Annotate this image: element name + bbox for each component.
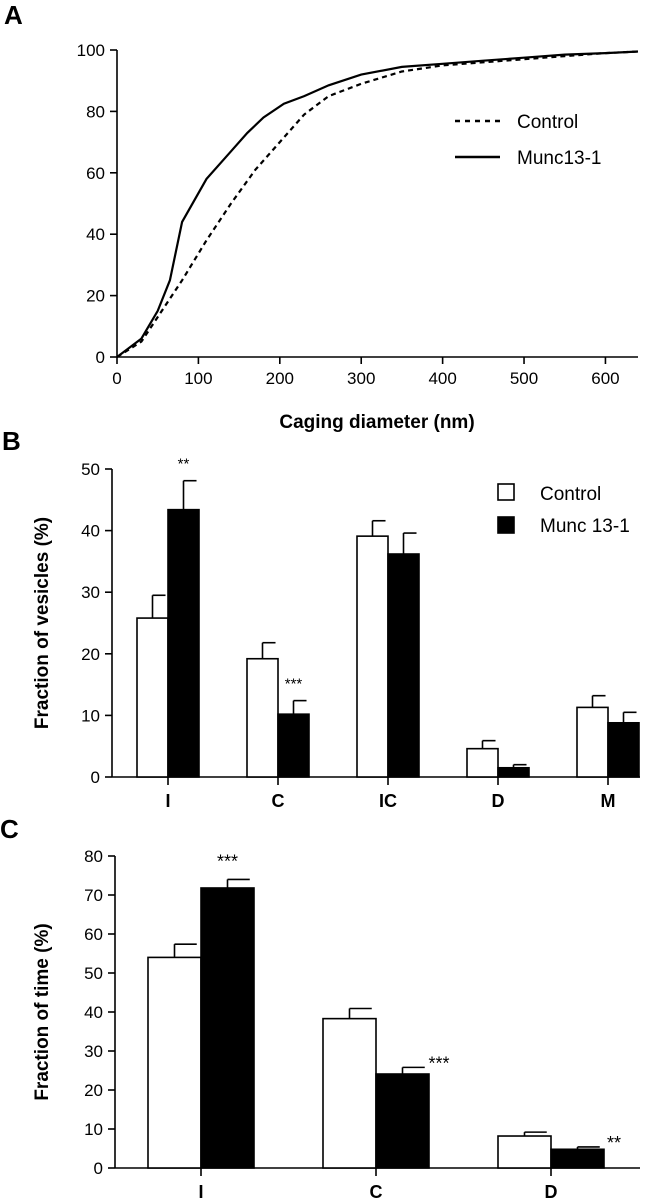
panel-c-y-tick-label: 0 <box>94 1159 103 1178</box>
legend-control-label: Control <box>517 112 578 133</box>
panel-c-y-tick-label: 20 <box>84 1081 103 1100</box>
panel-b-category-label: I <box>165 791 170 811</box>
legend-munc-label: Munc13-1 <box>517 148 602 169</box>
panel-b-y-axis-title: Fraction of vesicles (%) <box>32 517 53 729</box>
panel-c-bar-munc-d <box>550 1148 605 1169</box>
panel-a-x-axis-title: Caging diameter (nm) <box>279 412 474 433</box>
panel-a-x-tick-label: 0 <box>112 369 121 388</box>
panel-b-y-tick-label: 40 <box>81 522 100 541</box>
panel-b-category-label: IC <box>379 791 397 811</box>
panel-a-x-tick-label: 400 <box>428 369 456 388</box>
panel-b-category-label: M <box>601 791 616 811</box>
panel-b-y-tick-label: 0 <box>91 768 100 787</box>
panel-b-y-tick-label: 20 <box>81 645 100 664</box>
panel-b-category-label: D <box>492 791 505 811</box>
panel-b-category-label: C <box>272 791 285 811</box>
panel-b-bar-control-c <box>246 657 279 778</box>
panel-b-bar-control-m <box>576 706 609 778</box>
panel-a-y-tick-label: 100 <box>77 41 105 60</box>
series-line-munc13-1 <box>116 50 639 358</box>
panel-c-significance-marker: *** <box>428 1053 449 1073</box>
panel-c-bar-munc-i <box>200 887 255 1169</box>
panel-b-bar-control-d <box>466 747 499 778</box>
panel-a-x-tick-label: 100 <box>184 369 212 388</box>
panel-a-x-tick-label: 200 <box>266 369 294 388</box>
panel-c-y-tick-label: 80 <box>84 847 103 866</box>
panel-a-x-tick-label: 300 <box>347 369 375 388</box>
panel-letter-a: A <box>4 0 23 30</box>
panel-a-x-tick-label: 600 <box>591 369 619 388</box>
panel-letter-c: C <box>0 814 19 844</box>
panel-c-y-tick-label: 50 <box>84 964 103 983</box>
legend-munc-label-b: Munc 13-1 <box>540 516 630 537</box>
panel-b-bar-munc-m <box>607 721 640 778</box>
panel-b-significance-marker: ** <box>178 456 190 473</box>
legend-control-swatch-b <box>497 483 515 501</box>
panel-c-bar-control-i <box>147 956 202 1169</box>
panel-letter-b: B <box>2 426 21 456</box>
panel-c-category-label: I <box>198 1182 203 1200</box>
panel-c-y-tick-label: 10 <box>84 1120 103 1139</box>
panel-c-y-tick-label: 60 <box>84 925 103 944</box>
panel-b-bar-munc-ic <box>387 553 420 778</box>
panel-a-y-tick-label: 40 <box>86 225 105 244</box>
panel-b-bar-control-ic <box>356 535 389 778</box>
panel-c-category-label: C <box>370 1182 383 1200</box>
panel-b-y-tick-label: 30 <box>81 583 100 602</box>
legend-munc-swatch-b <box>497 516 515 534</box>
legend-control-label-b: Control <box>540 484 601 505</box>
panel-c-significance-marker: *** <box>217 851 238 871</box>
panel-c-bar-control-d <box>497 1135 552 1169</box>
panel-c-y-tick-label: 40 <box>84 1003 103 1022</box>
panel-c-significance-marker: ** <box>607 1133 621 1153</box>
panel-b-significance-marker: *** <box>285 676 303 693</box>
panel-b-y-tick-label: 10 <box>81 706 100 725</box>
panel-a-y-tick-label: 0 <box>96 348 105 367</box>
panel-c-y-axis-title: Fraction of time (%) <box>32 923 53 1100</box>
panel-c-category-label: D <box>545 1182 558 1200</box>
panel-a-y-tick-label: 80 <box>86 102 105 121</box>
panel-c-bar-control-c <box>322 1017 377 1169</box>
panel-a-y-tick-label: 20 <box>86 287 105 306</box>
panel-c-y-tick-label: 30 <box>84 1042 103 1061</box>
panel-a-y-tick-label: 60 <box>86 164 105 183</box>
series-line-control <box>116 50 639 358</box>
panel-b-bar-munc-i <box>167 508 200 778</box>
panel-a-line-chart: 0 20 40 60 80 100 0 100 200 300 400 500 600 Control… <box>77 41 639 433</box>
panel-c-y-tick-label: 70 <box>84 886 103 905</box>
panel-a-x-tick-label: 500 <box>510 369 538 388</box>
panel-b-y-tick-label: 50 <box>81 460 100 479</box>
panel-b-bar-control-i <box>136 617 169 778</box>
panel-c-bar-munc-c <box>375 1073 430 1169</box>
panel-b-bar-munc-d <box>497 766 530 778</box>
panel-b-bar-munc-c <box>277 713 310 778</box>
